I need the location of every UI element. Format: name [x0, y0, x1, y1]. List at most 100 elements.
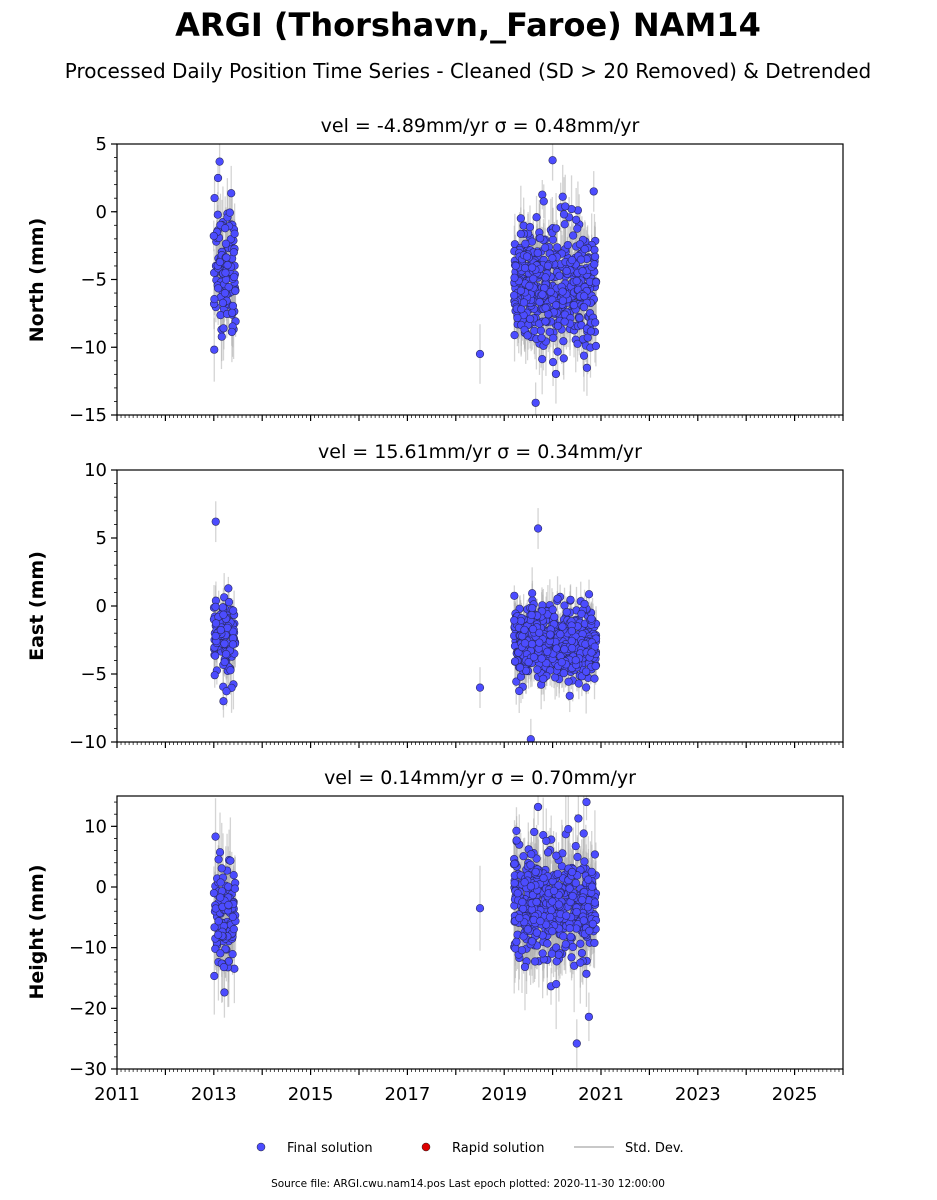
data-point: [520, 878, 529, 887]
data-point: [527, 639, 537, 649]
data-point: [228, 308, 237, 317]
data-point: [218, 298, 228, 308]
data-point: [210, 923, 219, 932]
data-point: [528, 589, 537, 598]
data-point: [551, 369, 561, 379]
data-point: [545, 913, 555, 922]
data-point: [211, 517, 220, 526]
data-point: [541, 273, 550, 282]
y-tick-label: 10: [84, 460, 107, 481]
legend-final-marker: [256, 1142, 266, 1152]
data-point: [582, 969, 591, 978]
data-point: [531, 398, 540, 407]
data-point: [578, 267, 587, 276]
height-axes: −30 −20 −10 0 10 2011 2013 2015 2017 2019 2021 2023…: [69, 795, 844, 1105]
data-point: [591, 278, 601, 287]
data-point: [516, 214, 525, 223]
east-marks: [209, 501, 601, 742]
data-point: [553, 243, 562, 252]
data-point: [216, 625, 225, 635]
north-axes: −15 −10 −5 0 5: [69, 134, 844, 426]
data-point: [552, 644, 561, 653]
data-point: [554, 900, 563, 909]
data-point: [551, 224, 561, 233]
data-point: [574, 679, 583, 688]
data-point: [584, 590, 594, 599]
data-point: [520, 962, 530, 972]
height-marks: [209, 796, 601, 1068]
data-point: [576, 255, 586, 264]
y-tick-label: −30: [69, 1059, 107, 1080]
data-point: [220, 639, 229, 648]
east-axes: −10 −5 0 5 10: [69, 460, 844, 753]
data-point: [535, 628, 544, 637]
data-point: [220, 593, 229, 602]
data-point: [590, 850, 600, 859]
data-point: [577, 948, 586, 958]
data-point: [543, 848, 553, 857]
data-point: [210, 971, 219, 981]
data-point: [572, 276, 581, 286]
y-tick-label: 0: [96, 877, 107, 898]
data-point: [532, 928, 541, 937]
north-panel-title: vel = -4.89mm/yr σ = 0.48mm/yr: [321, 115, 640, 137]
y-tick-label: −10: [69, 938, 107, 959]
data-point: [526, 882, 536, 891]
data-point: [573, 224, 582, 233]
data-point: [475, 904, 485, 913]
data-point: [543, 939, 552, 948]
data-point: [530, 957, 540, 966]
data-point: [576, 958, 585, 967]
data-point: [558, 622, 567, 631]
north-points: [209, 156, 601, 407]
data-point: [577, 609, 586, 618]
legend: Final solution Rapid solution Std. Dev.: [256, 1141, 684, 1156]
data-point: [209, 231, 218, 241]
data-point: [565, 691, 574, 700]
data-point: [216, 893, 225, 902]
data-point: [510, 879, 519, 888]
data-point: [571, 878, 580, 888]
data-point: [215, 157, 224, 166]
data-point: [226, 856, 235, 865]
data-point: [553, 321, 563, 330]
legend-rapid-label: Rapid solution: [452, 1141, 544, 1156]
data-point: [582, 683, 591, 692]
data-point: [552, 980, 561, 989]
data-point: [558, 287, 567, 296]
source-footer: Source file: ARGI.cwu.nam14.pos Last epo…: [271, 1178, 665, 1190]
data-point: [227, 327, 237, 337]
data-point: [590, 245, 599, 254]
data-point: [587, 648, 596, 657]
data-point: [545, 327, 554, 337]
data-point: [551, 673, 560, 682]
data-point: [562, 266, 571, 276]
data-point: [510, 616, 519, 625]
data-point: [531, 867, 540, 877]
data-point: [219, 610, 228, 619]
height-points: [209, 797, 601, 1048]
data-point: [575, 240, 585, 249]
data-point: [549, 886, 559, 896]
data-point: [231, 286, 240, 296]
data-point: [561, 202, 570, 211]
data-point: [221, 650, 231, 659]
x-tick-label: 2021: [578, 1084, 624, 1105]
data-point: [585, 926, 594, 935]
data-point: [209, 888, 219, 898]
data-point: [576, 939, 585, 948]
data-point: [523, 252, 532, 261]
data-point: [562, 911, 571, 920]
data-point: [543, 647, 552, 656]
y-tick-label: 0: [96, 596, 107, 617]
height-panel: vel = 0.14mm/yr σ = 0.70mm/yr Height (mm…: [26, 767, 844, 1105]
data-point: [526, 860, 535, 870]
data-point: [512, 937, 521, 946]
data-point: [229, 248, 238, 257]
data-point: [217, 864, 226, 873]
data-point: [587, 867, 596, 876]
data-point: [573, 852, 582, 862]
data-point: [221, 268, 230, 277]
data-point: [223, 260, 232, 270]
